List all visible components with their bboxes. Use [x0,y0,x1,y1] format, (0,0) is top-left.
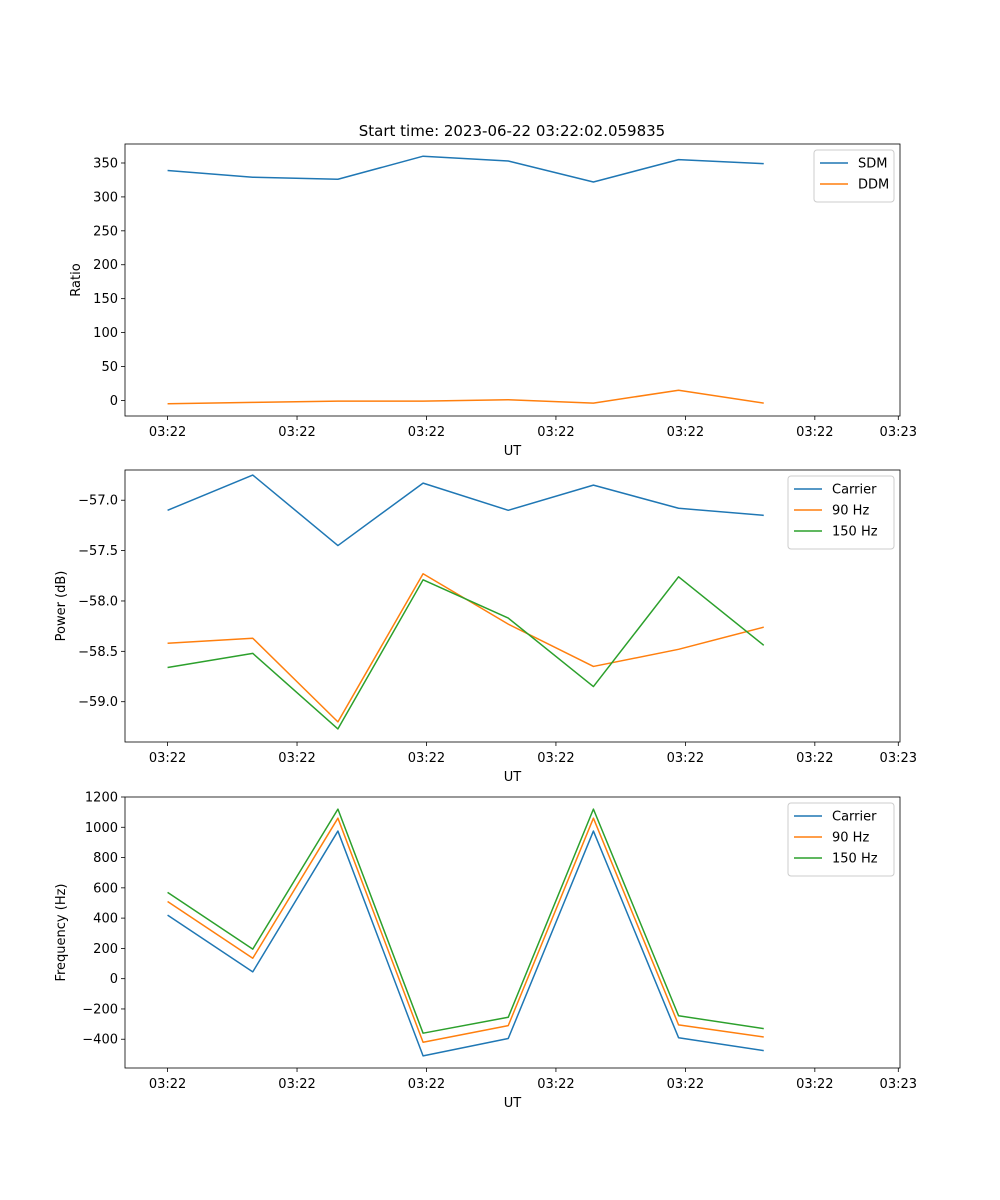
x-tick-label: 03:22 [796,1077,833,1092]
y-tick-label: 200 [93,942,118,957]
legend-entry: 90 Hz [832,504,869,519]
axes-frame [124,796,901,1069]
series-line-90-hz [167,817,764,1044]
panel-1: 03:22 03:22 03:22 03:22 03:22 03:22 03:23 0 50 10… [69,143,917,459]
legend-entry: DDM [858,178,889,193]
y-tick-label: 1000 [85,821,118,836]
legend-entry: 150 Hz [832,525,878,540]
y-tick-label: −58.0 [78,594,118,609]
legend: SDM DDM [813,149,895,203]
axes-frame [124,143,901,417]
y-tick-label: 350 [93,156,118,171]
series-line-90-hz [167,573,764,723]
x-axis-label: UT [504,1096,522,1111]
y-tick-label: 200 [93,258,118,273]
y-tick-label: 1200 [85,791,118,806]
series-line-carrier [167,474,764,547]
x-tick-label: 03:22 [149,751,186,766]
y-tick-label: 800 [93,851,118,866]
x-tick-label: 03:22 [537,425,574,440]
x-tick-label: 03:22 [796,751,833,766]
x-tick-label: 03:22 [667,1077,704,1092]
figure-title: Start time: 2023-06-22 03:22:02.059835 [359,122,665,140]
legend-entry: 150 Hz [832,852,878,867]
panel-3: 03:22 03:22 03:22 03:22 03:22 03:22 03:23 −400 −… [54,791,917,1112]
y-tick-label: −57.0 [78,494,118,509]
y-axis-label: Frequency (Hz) [54,883,69,981]
x-tick-label: 03:22 [278,425,315,440]
x-axis-label: UT [504,444,522,459]
y-tick-label: −58.5 [78,645,118,660]
x-tick-label: 03:22 [408,751,445,766]
x-tick-label: 03:22 [149,1077,186,1092]
x-tick-label: 03:22 [278,1077,315,1092]
legend-entry: SDM [858,157,887,172]
x-tick-label: 03:22 [408,425,445,440]
legend-entry: Carrier [832,810,877,825]
y-tick-label: 400 [93,912,118,927]
x-tick-label: 03:22 [537,751,574,766]
y-tick-label: 0 [110,394,118,409]
x-axis-label: UT [504,770,522,785]
y-tick-label: −400 [82,1033,118,1048]
panel-2: 03:22 03:22 03:22 03:22 03:22 03:22 03:23 −59.0… [54,469,917,785]
x-tick-label: 03:23 [880,751,917,766]
legend: Carrier 90 Hz 150 Hz [787,475,895,550]
axes-frame [124,469,901,743]
x-tick-label: 03:22 [408,1077,445,1092]
y-tick-label: 300 [93,190,118,205]
x-tick-label: 03:22 [149,425,186,440]
legend-entry: 90 Hz [832,831,869,846]
x-tick-label: 03:22 [667,425,704,440]
y-tick-label: 0 [110,972,118,987]
legend: Carrier 90 Hz 150 Hz [787,802,895,877]
legend-entry: Carrier [832,483,877,498]
x-tick-label: 03:22 [278,751,315,766]
y-tick-label: −57.5 [78,544,118,559]
series-line-150-hz [167,808,764,1034]
series-line-150-hz [167,576,765,730]
y-tick-label: 50 [101,360,118,375]
y-tick-label: 100 [93,326,118,341]
series-line-carrier [167,830,764,1057]
x-tick-label: 03:22 [537,1077,574,1092]
y-tick-label: 250 [93,224,118,239]
y-axis-label: Ratio [69,263,84,296]
y-tick-label: −59.0 [78,695,118,710]
y-tick-label: 600 [93,881,118,896]
y-tick-label: −200 [82,1002,118,1017]
x-tick-label: 03:23 [880,1077,917,1092]
x-tick-label: 03:23 [880,425,917,440]
y-axis-label: Power (dB) [54,571,69,642]
series-line-sdm [167,155,764,183]
series-line-ddm [167,389,764,405]
y-tick-label: 150 [93,292,118,307]
x-tick-label: 03:22 [667,751,704,766]
x-tick-label: 03:22 [796,425,833,440]
